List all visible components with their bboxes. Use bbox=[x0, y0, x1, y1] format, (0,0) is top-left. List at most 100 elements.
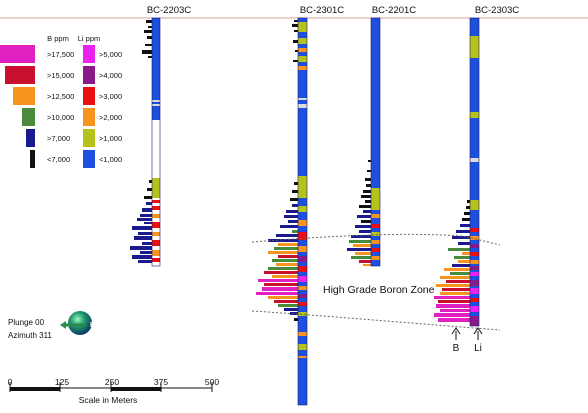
plunge-label: Plunge 00 bbox=[8, 318, 45, 327]
sample-markers: B Li bbox=[451, 327, 483, 354]
li-interval bbox=[298, 22, 307, 32]
boron-bar bbox=[436, 284, 470, 287]
boron-bar bbox=[132, 255, 152, 259]
boron-bar bbox=[467, 200, 470, 203]
boron-bar bbox=[454, 256, 470, 259]
boron-bar bbox=[446, 280, 470, 283]
li-interval bbox=[152, 178, 160, 198]
boron-bar bbox=[276, 263, 298, 266]
boron-bar bbox=[367, 170, 371, 172]
hole-outline bbox=[469, 17, 480, 327]
boron-bar bbox=[462, 252, 470, 255]
boron-bar bbox=[363, 264, 371, 266]
li-interval bbox=[470, 280, 479, 286]
boron-bar bbox=[268, 267, 298, 270]
boron-bar bbox=[256, 292, 298, 295]
legend-li-label: >1,000 bbox=[99, 134, 122, 143]
legend-b-swatch bbox=[26, 129, 35, 147]
li-interval bbox=[470, 272, 479, 276]
li-interval bbox=[298, 220, 307, 226]
boron-histogram bbox=[130, 20, 152, 263]
boron-bar bbox=[148, 26, 152, 28]
li-interval bbox=[371, 232, 380, 236]
hole-label-bc-2303c: BC-2303C bbox=[475, 5, 519, 16]
boron-bar bbox=[464, 212, 470, 215]
boron-bar bbox=[357, 215, 371, 218]
boron-bar bbox=[138, 260, 152, 263]
li-interval bbox=[298, 256, 307, 262]
scale-label: Scale in Meters bbox=[79, 395, 138, 405]
li-interval bbox=[152, 214, 160, 218]
boron-bar bbox=[284, 308, 298, 311]
boron-bar bbox=[460, 224, 470, 227]
legend-li-swatch bbox=[83, 108, 95, 126]
arrow-up-icon bbox=[473, 327, 483, 335]
li-interval bbox=[152, 222, 160, 228]
boron-bar bbox=[268, 296, 298, 299]
boron-bar bbox=[130, 246, 152, 250]
boron-bar bbox=[292, 204, 298, 207]
drill-hole bbox=[297, 17, 308, 406]
legend-li-title: Li ppm bbox=[78, 34, 101, 43]
li-interval bbox=[371, 240, 380, 244]
li-interval bbox=[152, 200, 160, 203]
boron-bar bbox=[292, 230, 298, 233]
boron-histograms bbox=[130, 20, 470, 322]
boron-bar bbox=[442, 288, 470, 291]
li-interval bbox=[152, 104, 160, 106]
scale-bar: 0 125 250 375 500 Scale in Meters bbox=[8, 377, 220, 405]
boron-bar bbox=[147, 36, 152, 39]
boron-bar bbox=[359, 205, 371, 208]
li-interval bbox=[298, 56, 307, 62]
boron-bar bbox=[284, 215, 298, 218]
legend-b-label: >12,500 bbox=[47, 92, 74, 101]
li-interval bbox=[298, 356, 307, 358]
boron-bar bbox=[436, 304, 470, 308]
boron-bar bbox=[365, 178, 371, 181]
scale-tick-0: 0 bbox=[8, 377, 13, 387]
li-interval bbox=[470, 200, 479, 210]
legend-li-label: >5,000 bbox=[99, 50, 122, 59]
boron-bar bbox=[147, 188, 152, 191]
boron-bar bbox=[462, 218, 470, 221]
legend-b-swatch bbox=[30, 150, 35, 168]
li-interval bbox=[298, 302, 307, 306]
boron-bar bbox=[258, 279, 298, 282]
boron-bar bbox=[142, 50, 152, 54]
legend-b-swatch bbox=[22, 108, 35, 126]
legend: B ppm Li ppm >17,500 >5,000 >15,000 >4,000 >… bbox=[0, 34, 122, 168]
boron-bar bbox=[132, 226, 152, 230]
li-interval bbox=[470, 18, 479, 326]
marker-li-label: Li bbox=[474, 343, 482, 354]
boron-bar bbox=[450, 272, 470, 275]
li-interval bbox=[470, 306, 479, 312]
boron-bar bbox=[363, 210, 371, 213]
boron-bar bbox=[293, 60, 298, 62]
boron-bar bbox=[440, 292, 470, 295]
boron-bar bbox=[294, 182, 298, 185]
hole-outline bbox=[297, 17, 308, 406]
li-interval bbox=[152, 100, 160, 102]
boron-bar bbox=[349, 240, 371, 243]
scale-tick-250: 250 bbox=[105, 377, 119, 387]
boron-bar bbox=[351, 235, 371, 238]
li-interval bbox=[470, 288, 479, 294]
boron-bar bbox=[148, 56, 152, 58]
li-interval bbox=[470, 316, 479, 326]
legend-li-label: >3,000 bbox=[99, 92, 122, 101]
boron-bar bbox=[292, 190, 298, 193]
boron-bar bbox=[278, 304, 298, 307]
drill-hole bbox=[370, 17, 381, 267]
li-interval bbox=[298, 104, 307, 108]
boron-histogram bbox=[256, 20, 298, 321]
boron-bar bbox=[137, 218, 152, 221]
drill-holes bbox=[151, 17, 480, 406]
boron-bar bbox=[134, 236, 152, 240]
boron-bar bbox=[444, 268, 470, 271]
li-interval bbox=[470, 112, 479, 118]
boron-bar bbox=[280, 225, 298, 228]
legend-li-label: <1,000 bbox=[99, 155, 122, 164]
boron-bar bbox=[347, 248, 371, 251]
legend-li-label: >4,000 bbox=[99, 71, 122, 80]
